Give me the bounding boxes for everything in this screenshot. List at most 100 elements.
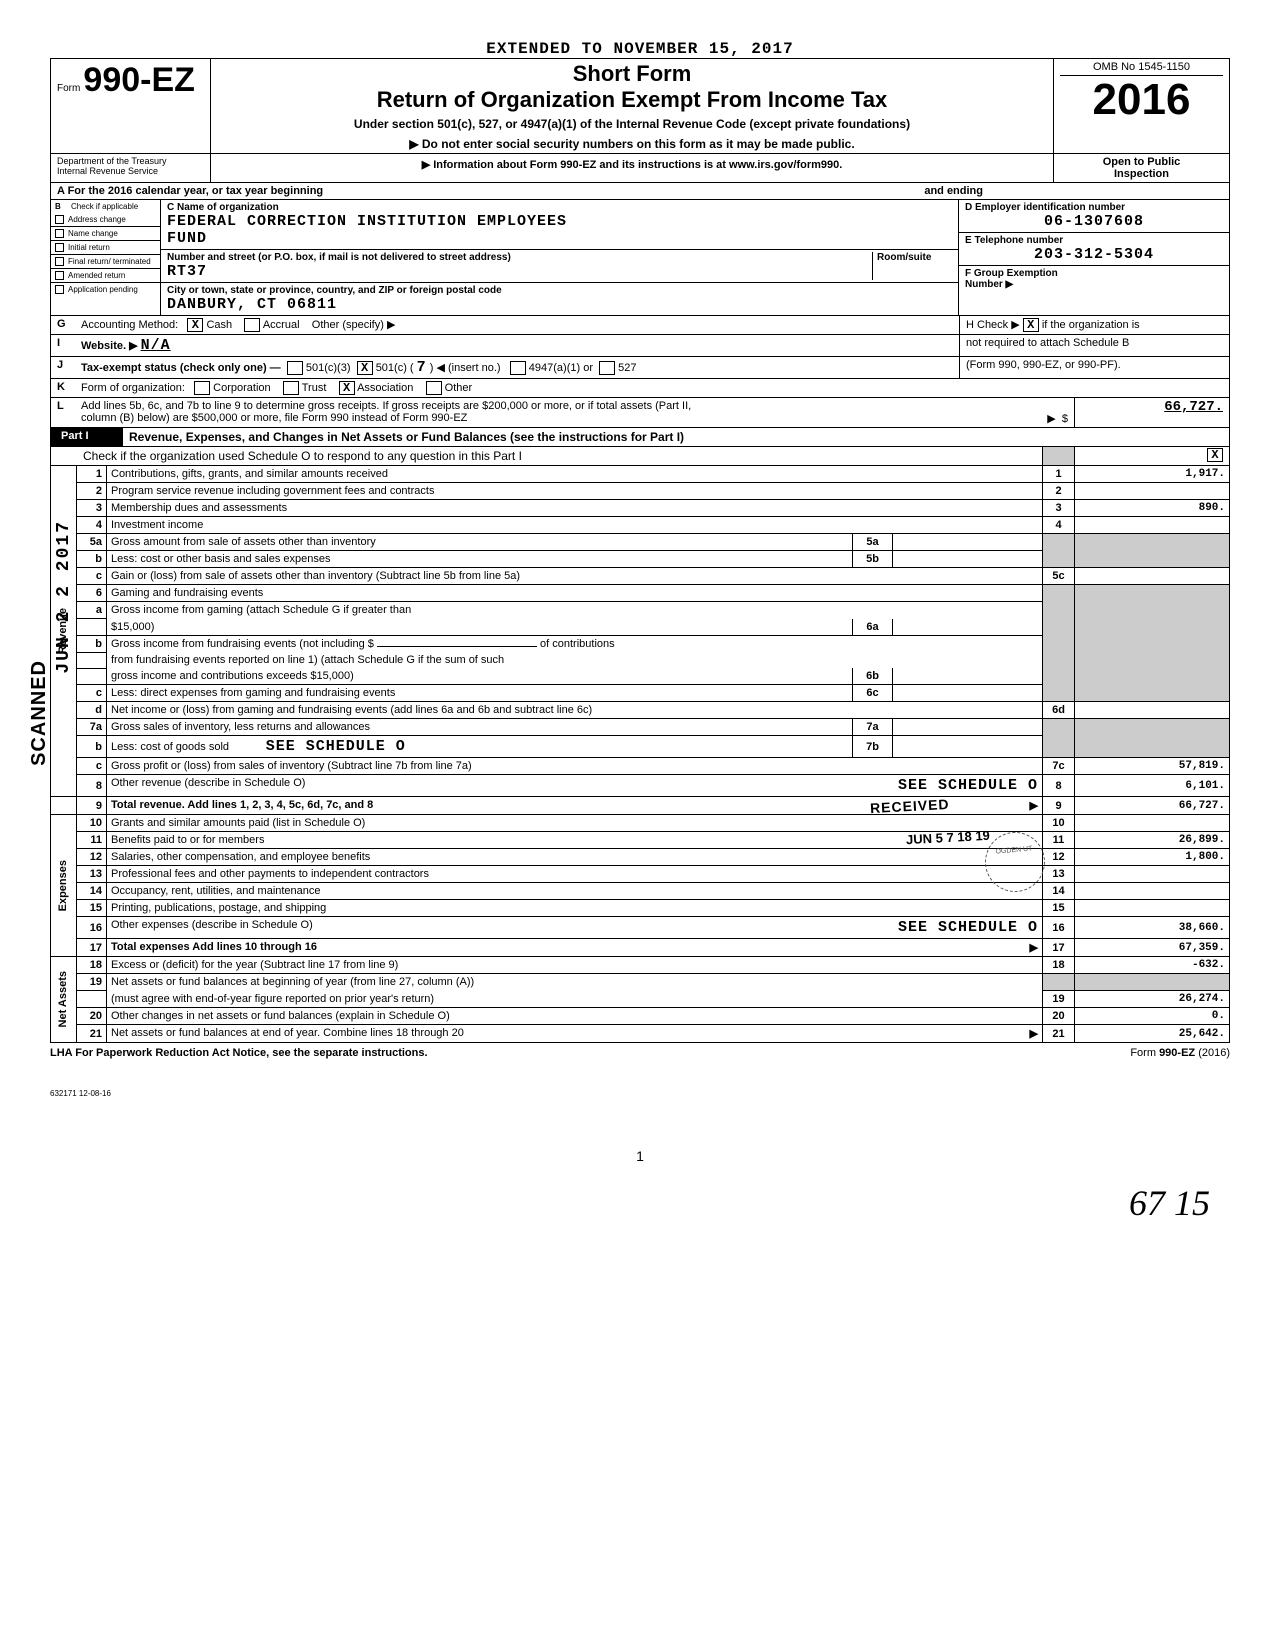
amended-return-checkbox[interactable] [55,271,64,280]
cash-checkbox[interactable]: X [187,318,203,332]
l5c-num: c [77,568,107,585]
corp-checkbox[interactable] [194,381,210,395]
cash-label: Cash [206,319,232,331]
open-public-cell: Open to Public Inspection [1054,154,1229,182]
l6c-box: 6c [853,685,893,702]
l8-num: 8 [77,775,107,797]
501c3-label: 501(c)(3) [306,362,351,374]
col-b-letter: B [55,202,61,211]
l13-desc: Professional fees and other payments to … [107,866,1043,883]
l5c-amt [1075,568,1230,585]
accrual-checkbox[interactable] [244,318,260,332]
form-ref: Form 990-EZ (2016) [1130,1047,1230,1059]
l6-desc: Gaming and fundraising events [107,585,1043,602]
check-if: Check if applicable [71,202,138,211]
l8-ln: 8 [1043,775,1075,797]
l5b-box: 5b [853,551,893,568]
l8-see: SEE SCHEDULE O [898,777,1038,794]
form-page: SCANNED JUN 2 2 2017 EXTENDED TO NOVEMBE… [50,40,1230,1164]
l7b-desc: Less: cost of goods sold [111,741,229,753]
l3-ln: 3 [1043,500,1075,517]
street-label: Number and street (or P.O. box, if mail … [167,252,872,263]
l16-see: SEE SCHEDULE O [898,919,1038,936]
l6b-desc3: from fundraising events reported on line… [107,652,1043,668]
l17-desc: Total expenses Add lines 10 through 16 [111,941,317,953]
addr-change-checkbox[interactable] [55,215,64,224]
corp-label: Corporation [213,382,270,394]
final-return-checkbox[interactable] [55,257,64,266]
row-h2: not required to attach Schedule B [959,335,1229,356]
l21-num: 21 [77,1025,107,1043]
tax-year: 2016 [1060,78,1223,122]
l10-num: 10 [77,815,107,832]
l19-desc: Net assets or fund balances at beginning… [107,974,1043,991]
l13-num: 13 [77,866,107,883]
trust-checkbox[interactable] [283,381,299,395]
l17-num: 17 [77,939,107,957]
other-label: Other (specify) ▶ [312,319,396,331]
website-label: Website. ▶ [81,340,138,352]
acct-method-label: Accounting Method: [81,319,178,331]
l5a-boxval [893,534,1043,551]
l3-num: 3 [77,500,107,517]
col-b: B Check if applicable Address change Nam… [51,200,161,315]
l6a-desc2: $15,000) [107,619,853,636]
header-center: Short Form Return of Organization Exempt… [211,59,1054,153]
l21-desc: Net assets or fund balances at end of ye… [111,1027,464,1039]
4947-checkbox[interactable] [510,361,526,375]
l19-num: 19 [77,974,107,991]
name-change-checkbox[interactable] [55,229,64,238]
l7b-box: 7b [853,736,893,758]
expenses-side-label: Expenses [55,856,71,915]
main-entity-grid: B Check if applicable Address change Nam… [50,200,1230,316]
l20-amt: 0. [1075,1008,1230,1025]
row-a-end: and ending [924,185,983,197]
other-org-checkbox[interactable] [426,381,442,395]
l5b-boxval [893,551,1043,568]
l6d-desc: Net income or (loss) from gaming and fun… [107,702,1043,719]
l14-ln: 14 [1043,883,1075,900]
l6b-desc2: of contributions [540,638,615,650]
dept-row: Department of the Treasury Internal Reve… [50,154,1230,183]
phone-label: E Telephone number [965,235,1223,246]
form-ez: EZ [151,61,194,99]
l9-num: 9 [77,797,107,815]
org-name-label: C Name of organization [167,202,952,213]
l3-desc: Membership dues and assessments [107,500,1043,517]
l15-ln: 15 [1043,900,1075,917]
insert-no: ) ◀ (insert no.) [430,362,501,374]
sched-o-numcell [1042,447,1074,465]
no-ssn-note: ▶ Do not enter social security numbers o… [217,137,1047,151]
name-change-label: Name change [68,229,118,238]
501c-checkbox[interactable]: X [357,361,373,375]
initial-return-checkbox[interactable] [55,243,64,252]
group-exempt-label: F Group Exemption [965,268,1223,279]
l6b-box: 6b [853,668,893,685]
app-pending-checkbox[interactable] [55,285,64,294]
l6a-num: a [77,602,107,619]
sched-o-checkbox[interactable]: X [1207,448,1223,462]
initial-return-label: Initial return [68,243,110,252]
phone: 203-312-5304 [965,246,1223,263]
l11-num: 11 [77,832,107,849]
l6d-ln: 6d [1043,702,1075,719]
row-h3: (Form 990, 990-EZ, or 990-PF). [959,357,1229,378]
527-checkbox[interactable] [599,361,615,375]
h-checkbox[interactable]: X [1023,318,1039,332]
l4-ln: 4 [1043,517,1075,534]
l3-amt: 890. [1075,500,1230,517]
row-a: A For the 2016 calendar year, or tax yea… [50,183,1230,200]
l6c-desc: Less: direct expenses from gaming and fu… [107,685,853,702]
tax-exempt-label: Tax-exempt status (check only one) — [81,362,281,374]
row-a-begin: A For the 2016 calendar year, or tax yea… [57,185,323,197]
dept-treasury: Department of the Treasury Internal Reve… [51,154,211,182]
room-label: Room/suite [877,252,952,263]
l21-amt: 25,642. [1075,1025,1230,1043]
501c3-checkbox[interactable] [287,361,303,375]
l4-desc: Investment income [107,517,1043,534]
part1-header: Part I Revenue, Expenses, and Changes in… [50,428,1230,447]
form-number-cell: Form 990-EZ [51,59,211,153]
row-l-text: Add lines 5b, 6c, and 7b to line 9 to de… [81,400,1068,412]
assoc-checkbox[interactable]: X [339,381,355,395]
org-name-2: FUND [167,230,952,247]
